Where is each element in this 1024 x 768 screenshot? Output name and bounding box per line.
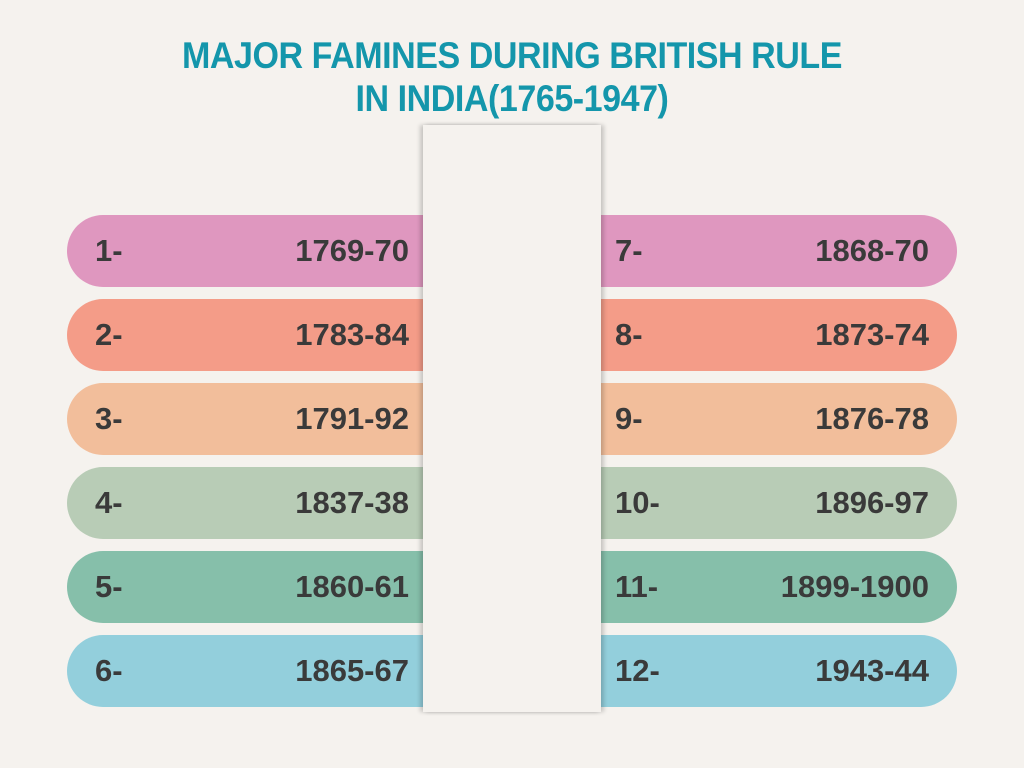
title-line-1: MAJOR FAMINES DURING BRITISH RULE: [182, 35, 842, 76]
famine-number: 3-: [95, 401, 123, 436]
famine-number: 9-: [615, 401, 643, 436]
famine-row: 9- 1876-78: [601, 383, 957, 455]
famine-years: 1873-74: [815, 317, 929, 352]
famine-number: 7-: [615, 233, 643, 268]
famine-number: 1-: [95, 233, 123, 268]
famine-years: 1876-78: [815, 401, 929, 436]
famine-number: 4-: [95, 485, 123, 520]
famine-years: 1865-67: [295, 653, 409, 688]
famine-years: 1783-84: [295, 317, 409, 352]
famine-number: 10-: [615, 485, 660, 520]
famine-number: 6-: [95, 653, 123, 688]
famine-number: 8-: [615, 317, 643, 352]
famine-years: 1769-70: [295, 233, 409, 268]
famine-row: 5- 1860-61: [67, 551, 423, 623]
famine-row: 12- 1943-44: [601, 635, 957, 707]
famine-row: 3- 1791-92: [67, 383, 423, 455]
famine-number: 2-: [95, 317, 123, 352]
famine-years: 1899-1900: [780, 569, 929, 604]
famine-row: 11- 1899-1900: [601, 551, 957, 623]
famine-row: 6- 1865-67: [67, 635, 423, 707]
famine-years: 1860-61: [295, 569, 409, 604]
famine-row: 4- 1837-38: [67, 467, 423, 539]
famine-years: 1868-70: [815, 233, 929, 268]
famine-row: 8- 1873-74: [601, 299, 957, 371]
famine-years: 1791-92: [295, 401, 409, 436]
famine-number: 11-: [615, 569, 659, 604]
famine-row: 1- 1769-70: [67, 215, 423, 287]
famine-number: 5-: [95, 569, 123, 604]
title-line-2: IN INDIA(1765-1947): [355, 78, 669, 119]
center-divider-panel: [423, 125, 601, 712]
famine-number: 12-: [615, 653, 660, 688]
famine-row: 10- 1896-97: [601, 467, 957, 539]
famine-years: 1896-97: [815, 485, 929, 520]
famine-row: 2- 1783-84: [67, 299, 423, 371]
page-title: MAJOR FAMINES DURING BRITISH RULE IN IND…: [0, 34, 1024, 120]
famine-years: 1837-38: [295, 485, 409, 520]
famine-row: 7- 1868-70: [601, 215, 957, 287]
famine-years: 1943-44: [815, 653, 929, 688]
